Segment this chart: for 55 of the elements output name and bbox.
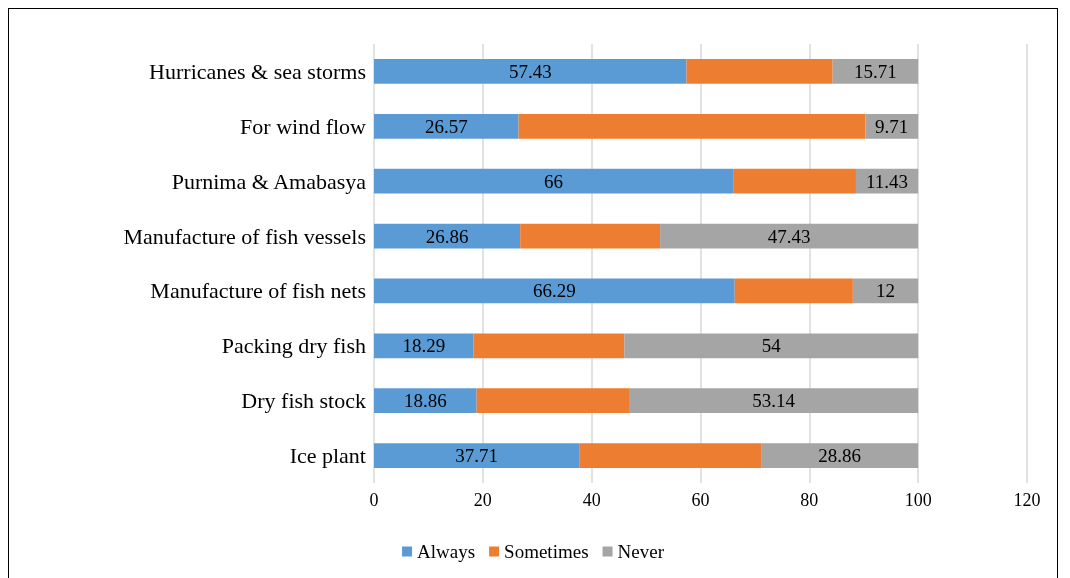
y-tick-label: For wind flow — [240, 113, 367, 139]
data-label: 37.71 — [455, 445, 498, 467]
data-label: 47.43 — [767, 225, 811, 247]
y-tick-label: Manufacture of fish vessels — [123, 223, 366, 249]
data-label: 53.14 — [752, 390, 796, 412]
x-tick-label: 80 — [800, 490, 819, 510]
bar — [629, 388, 919, 414]
bar — [518, 113, 866, 139]
bar — [733, 168, 856, 194]
data-label: 15.71 — [854, 60, 897, 82]
x-tick-label: 120 — [1013, 490, 1041, 510]
y-tick-label: Hurricanes & sea storms — [149, 58, 366, 84]
data-label: 9.71 — [875, 115, 909, 137]
y-tick-label: Purnima & Amabasya — [171, 168, 367, 194]
bar — [374, 443, 580, 468]
bar — [374, 388, 477, 414]
bar — [374, 333, 474, 359]
bar — [520, 223, 661, 249]
legend-label: Always — [417, 541, 476, 562]
bar — [374, 59, 687, 84]
x-tick-label: 100 — [904, 490, 932, 510]
bar — [734, 278, 853, 304]
data-label: 66.29 — [532, 280, 576, 302]
bar — [476, 388, 629, 414]
data-label: 66 — [544, 170, 564, 192]
bar — [374, 278, 735, 304]
data-label: 26.57 — [424, 115, 468, 137]
bar — [374, 168, 734, 194]
bar — [852, 278, 919, 304]
bar — [473, 333, 625, 359]
y-tick-label: Ice plant — [289, 443, 366, 469]
data-label: 18.29 — [402, 335, 446, 357]
bar — [579, 443, 762, 468]
x-tick-label: 60 — [691, 490, 710, 510]
data-label: 54 — [761, 335, 782, 357]
bar — [374, 113, 519, 139]
x-tick-label: 20 — [473, 490, 492, 510]
data-label: 11.43 — [866, 170, 909, 192]
bar — [624, 333, 919, 359]
data-label: 18.86 — [403, 390, 447, 412]
legend-label: Never — [617, 541, 665, 562]
bar — [660, 223, 919, 249]
y-tick-label: Manufacture of fish nets — [150, 278, 366, 304]
x-tick-label: 40 — [582, 490, 601, 510]
data-label: 57.43 — [508, 60, 552, 82]
data-label: 28.86 — [818, 445, 862, 467]
data-label: 12 — [876, 280, 896, 302]
data-label: 26.86 — [425, 225, 469, 247]
bar — [686, 59, 833, 84]
bar — [832, 59, 919, 84]
y-tick-label: Dry fish stock — [241, 388, 366, 414]
legend-label: Sometimes — [504, 541, 589, 562]
y-tick-label: Packing dry fish — [221, 333, 366, 359]
bar — [761, 443, 919, 468]
x-tick-label: 0 — [369, 490, 379, 510]
